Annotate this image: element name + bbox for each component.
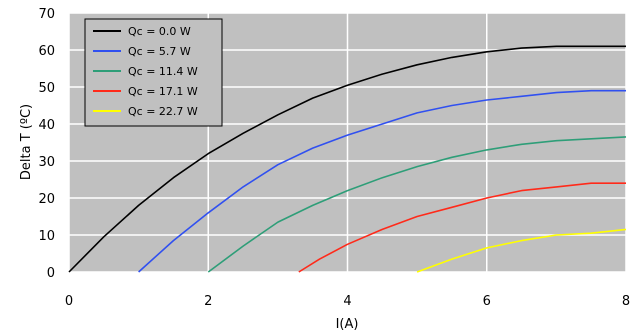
legend-label: Qc = 5.7 W <box>128 45 191 58</box>
y-tick-label: 10 <box>38 229 55 244</box>
x-tick-label: 6 <box>483 294 491 309</box>
y-axis-label: Delta T (ºC) <box>19 104 34 180</box>
x-tick-label: 4 <box>343 294 351 309</box>
series-line-0 <box>68 45 626 273</box>
legend-label: Qc = 22.7 W <box>128 105 198 118</box>
series-lines <box>68 45 627 273</box>
legend-label: Qc = 17.1 W <box>128 85 198 98</box>
grid-lines <box>68 12 627 273</box>
y-tick-label: 70 <box>38 7 55 22</box>
y-tick-label: 50 <box>38 81 55 96</box>
y-tick-label: 0 <box>47 266 55 281</box>
x-axis-label: I(A) <box>336 317 359 332</box>
y-tick-label: 40 <box>38 118 55 133</box>
tick-labels: 0 10 20 30 40 50 60 70 0 2 4 6 8 <box>38 7 630 309</box>
x-tick-label: 2 <box>204 294 212 309</box>
legend-label: Qc = 0.0 W <box>128 25 191 38</box>
legend-label: Qc = 11.4 W <box>128 65 198 78</box>
x-tick-label: 0 <box>65 294 73 309</box>
x-tick-label: 8 <box>622 294 630 309</box>
y-tick-label: 30 <box>38 155 55 170</box>
series-line-4 <box>416 228 627 273</box>
y-tick-label: 20 <box>38 192 55 207</box>
y-tick-label: 60 <box>38 44 55 59</box>
series-line-3 <box>298 182 626 273</box>
legend-box <box>84 18 223 127</box>
legend: Qc = 0.0 W Qc = 5.7 W Qc = 11.4 W Qc = 17.1… <box>84 18 223 127</box>
series-line-2 <box>207 136 627 273</box>
series-line-1 <box>138 89 626 273</box>
